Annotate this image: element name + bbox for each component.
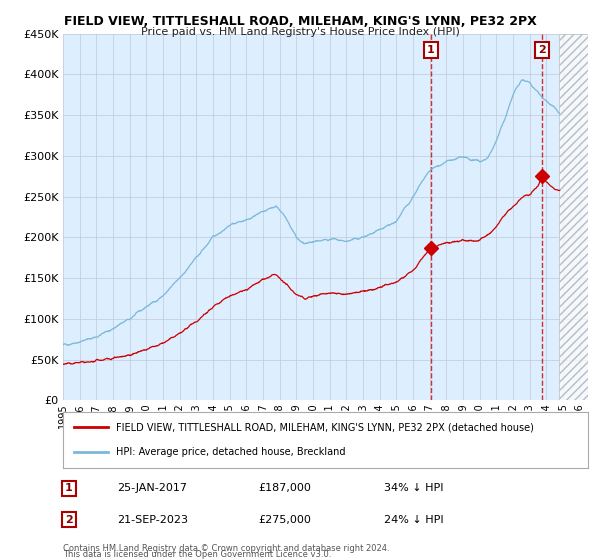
Text: This data is licensed under the Open Government Licence v3.0.: This data is licensed under the Open Gov… (63, 550, 331, 559)
Text: 24% ↓ HPI: 24% ↓ HPI (384, 515, 443, 525)
Text: 1: 1 (65, 483, 73, 493)
Bar (559, 34, 588, 400)
Text: FIELD VIEW, TITTLESHALL ROAD, MILEHAM, KING'S LYNN, PE32 2PX: FIELD VIEW, TITTLESHALL ROAD, MILEHAM, K… (64, 15, 536, 28)
Text: £275,000: £275,000 (258, 515, 311, 525)
Text: 1: 1 (427, 45, 435, 55)
Text: 2: 2 (538, 45, 545, 55)
Text: 25-JAN-2017: 25-JAN-2017 (117, 483, 187, 493)
Text: £187,000: £187,000 (258, 483, 311, 493)
Bar (559, 34, 588, 400)
Text: 21-SEP-2023: 21-SEP-2023 (117, 515, 188, 525)
Text: HPI: Average price, detached house, Breckland: HPI: Average price, detached house, Brec… (115, 447, 345, 457)
Text: 34% ↓ HPI: 34% ↓ HPI (384, 483, 443, 493)
Text: Contains HM Land Registry data © Crown copyright and database right 2024.: Contains HM Land Registry data © Crown c… (63, 544, 389, 553)
Text: FIELD VIEW, TITTLESHALL ROAD, MILEHAM, KING'S LYNN, PE32 2PX (detached house): FIELD VIEW, TITTLESHALL ROAD, MILEHAM, K… (115, 422, 533, 432)
Text: Price paid vs. HM Land Registry's House Price Index (HPI): Price paid vs. HM Land Registry's House … (140, 27, 460, 37)
Text: 2: 2 (65, 515, 73, 525)
